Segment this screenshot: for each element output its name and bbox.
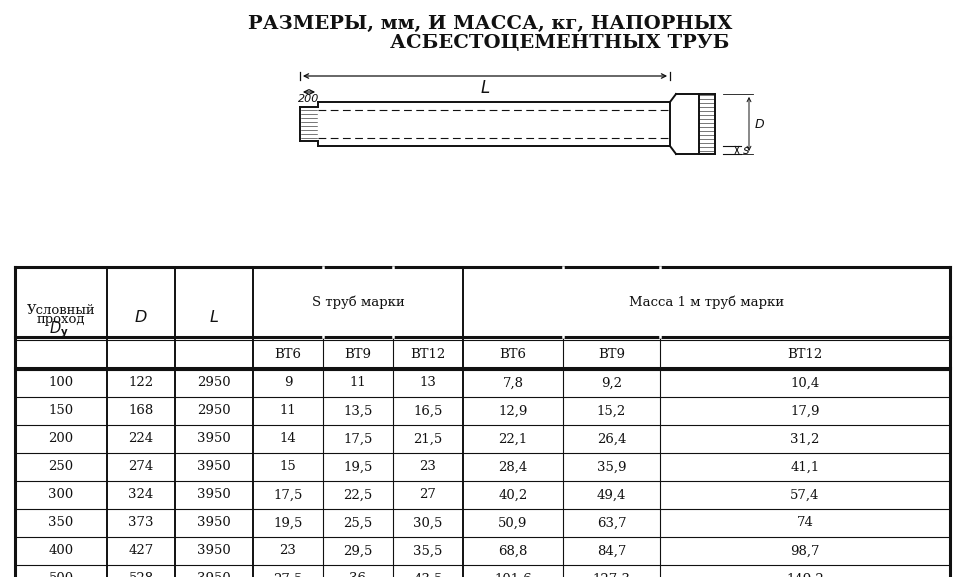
- Text: $L$: $L$: [209, 309, 219, 327]
- Text: 168: 168: [128, 404, 153, 418]
- Text: $D_{\mathbf{y}}$: $D_{\mathbf{y}}$: [49, 320, 68, 340]
- Text: 13: 13: [419, 377, 437, 389]
- Text: 17,9: 17,9: [790, 404, 819, 418]
- Text: 49,4: 49,4: [597, 489, 627, 501]
- Text: 10,4: 10,4: [790, 377, 819, 389]
- Text: 98,7: 98,7: [790, 545, 819, 557]
- Text: ВТ9: ВТ9: [344, 347, 371, 361]
- Text: ВТ12: ВТ12: [788, 347, 822, 361]
- Text: 84,7: 84,7: [597, 545, 627, 557]
- Text: 30,5: 30,5: [414, 516, 442, 530]
- Text: 68,8: 68,8: [498, 545, 527, 557]
- Text: 50,9: 50,9: [498, 516, 527, 530]
- Text: 11: 11: [280, 404, 296, 418]
- Text: 324: 324: [128, 489, 153, 501]
- Text: 43,5: 43,5: [414, 572, 442, 577]
- Text: 35,5: 35,5: [414, 545, 442, 557]
- Text: 17,5: 17,5: [343, 433, 373, 445]
- Text: АСБЕСТОЦЕМЕНТНЫХ ТРУБ: АСБЕСТОЦЕМЕНТНЫХ ТРУБ: [390, 34, 730, 52]
- Text: 9: 9: [283, 377, 292, 389]
- Text: 74: 74: [796, 516, 814, 530]
- Text: 3950: 3950: [197, 460, 230, 474]
- Text: 300: 300: [48, 489, 73, 501]
- Text: 19,5: 19,5: [343, 460, 373, 474]
- Text: 100: 100: [48, 377, 73, 389]
- Text: проход: проход: [37, 313, 85, 325]
- Text: 373: 373: [128, 516, 153, 530]
- Text: 500: 500: [48, 572, 73, 577]
- Text: 3950: 3950: [197, 489, 230, 501]
- Text: 3950: 3950: [197, 516, 230, 530]
- Text: 224: 224: [128, 433, 153, 445]
- Text: 28,4: 28,4: [498, 460, 527, 474]
- Text: 200: 200: [48, 433, 73, 445]
- Text: 23: 23: [419, 460, 437, 474]
- Text: 122: 122: [128, 377, 153, 389]
- Text: 149,2: 149,2: [786, 572, 824, 577]
- Text: 200: 200: [298, 94, 320, 104]
- Text: ВТ6: ВТ6: [275, 347, 302, 361]
- Text: Условный: Условный: [27, 304, 95, 317]
- Text: 14: 14: [280, 433, 296, 445]
- Text: 101,6: 101,6: [495, 572, 532, 577]
- Text: 29,5: 29,5: [343, 545, 373, 557]
- Text: L: L: [480, 79, 490, 97]
- Text: ВТ12: ВТ12: [411, 347, 445, 361]
- Text: 427: 427: [128, 545, 153, 557]
- Text: 350: 350: [48, 516, 73, 530]
- Text: 31,2: 31,2: [790, 433, 819, 445]
- Text: 150: 150: [48, 404, 73, 418]
- Text: 57,4: 57,4: [790, 489, 819, 501]
- Text: 2950: 2950: [198, 404, 230, 418]
- Text: 9,2: 9,2: [601, 377, 622, 389]
- Text: $D$: $D$: [134, 309, 147, 327]
- Text: 13,5: 13,5: [343, 404, 373, 418]
- Text: S труб марки: S труб марки: [311, 295, 404, 309]
- Text: D: D: [755, 118, 764, 130]
- Text: 22,1: 22,1: [498, 433, 527, 445]
- Text: 3950: 3950: [197, 433, 230, 445]
- Text: 40,2: 40,2: [498, 489, 527, 501]
- Text: 63,7: 63,7: [597, 516, 627, 530]
- Text: ВТ9: ВТ9: [598, 347, 625, 361]
- Text: 21,5: 21,5: [414, 433, 442, 445]
- Text: РАЗМЕРЫ, мм, И МАССА, кг, НАПОРНЫХ: РАЗМЕРЫ, мм, И МАССА, кг, НАПОРНЫХ: [248, 15, 733, 33]
- Text: 528: 528: [128, 572, 153, 577]
- Text: 274: 274: [128, 460, 153, 474]
- Text: 35,9: 35,9: [597, 460, 627, 474]
- Text: 36: 36: [350, 572, 366, 577]
- Text: 2950: 2950: [198, 377, 230, 389]
- Text: 27: 27: [419, 489, 437, 501]
- Text: 11: 11: [350, 377, 366, 389]
- Text: 15,2: 15,2: [597, 404, 627, 418]
- Text: 22,5: 22,5: [343, 489, 373, 501]
- Text: 41,1: 41,1: [790, 460, 819, 474]
- Text: 3950: 3950: [197, 545, 230, 557]
- Text: s: s: [743, 144, 749, 156]
- Text: 27,5: 27,5: [274, 572, 303, 577]
- Text: 15: 15: [280, 460, 296, 474]
- Text: 25,5: 25,5: [343, 516, 373, 530]
- Text: 19,5: 19,5: [274, 516, 303, 530]
- Text: 23: 23: [280, 545, 297, 557]
- Text: Масса 1 м труб марки: Масса 1 м труб марки: [629, 295, 784, 309]
- Text: 400: 400: [48, 545, 73, 557]
- Text: 16,5: 16,5: [414, 404, 442, 418]
- Text: 127,3: 127,3: [593, 572, 630, 577]
- Text: 26,4: 26,4: [597, 433, 627, 445]
- Text: ВТ6: ВТ6: [499, 347, 526, 361]
- Text: 17,5: 17,5: [274, 489, 303, 501]
- Text: 250: 250: [48, 460, 73, 474]
- Text: 12,9: 12,9: [498, 404, 527, 418]
- Text: 3950: 3950: [197, 572, 230, 577]
- Text: 7,8: 7,8: [502, 377, 523, 389]
